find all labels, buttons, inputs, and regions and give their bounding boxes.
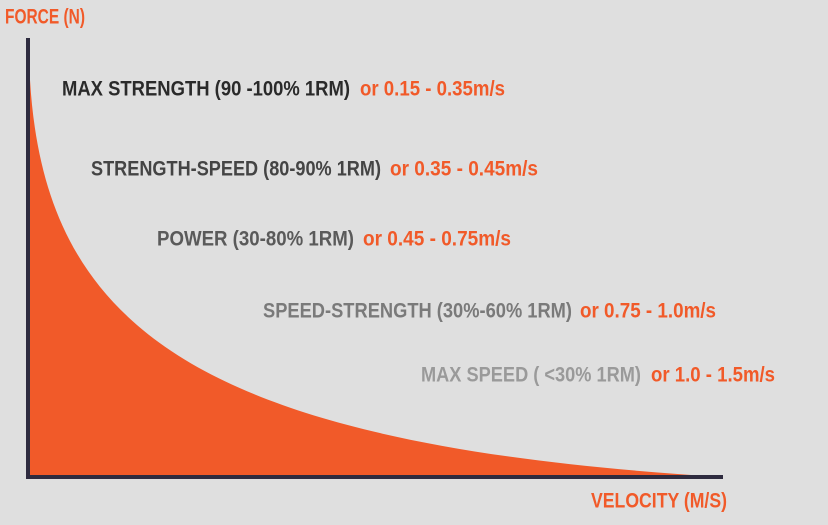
zone-label: MAX STRENGTH (90 -100% 1RM) [62, 78, 350, 101]
y-axis-label: FORCE (N) [5, 6, 85, 29]
zone-velocity-range: or 0.15 - 0.35m/s [360, 78, 505, 101]
zone-label: MAX SPEED ( <30% 1RM) [421, 364, 641, 387]
zone-label: POWER (30-80% 1RM) [157, 228, 354, 251]
zone-label: STRENGTH-SPEED (80-90% 1RM) [91, 158, 381, 181]
force-velocity-curve [30, 80, 722, 477]
zone-velocity-range: or 1.0 - 1.5m/s [651, 364, 775, 387]
zone-velocity-range: or 0.45 - 0.75m/s [363, 228, 511, 251]
zone-velocity-range: or 0.75 - 1.0m/s [580, 300, 716, 323]
zone-label: SPEED-STRENGTH (30%-60% 1RM) [263, 300, 572, 323]
x-axis-label: VELOCITY (M/S) [591, 490, 727, 513]
zone-velocity-range: or 0.35 - 0.45m/s [390, 158, 538, 181]
